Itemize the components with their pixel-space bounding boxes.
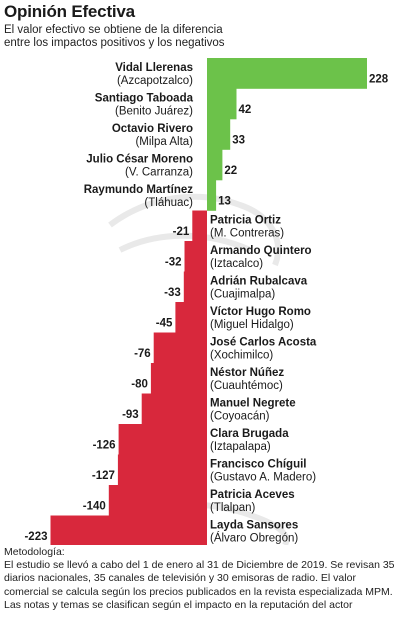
bar-11 [150,363,207,394]
bar-15 [108,485,207,516]
category-sub-label: (Gustavo A. Madero) [210,472,316,484]
category-sub-label: (Coyoacán) [210,411,270,423]
category-sub-label: (Azcapotzalco) [117,75,193,87]
category-name-label: Julio César Moreno [86,154,193,166]
category-name-label: Raymundo Martínez [84,184,194,196]
bar-value-label: -140 [83,501,106,513]
bar-chart: 228 Vidal Llerenas(Azcapotzalco) 42 Santiag… [24,58,389,545]
category-sub-label: (Iztapalapa) [210,441,271,453]
category-name-label: Santiago Taboada [95,93,194,105]
methodology-label: Metodología: [4,546,65,558]
bar-value-label: -93 [122,409,139,421]
methodology-note: Metodología: El estudio se llevó a cabo … [4,546,402,612]
bar-10 [153,332,207,364]
bar-value-label: 228 [369,74,389,86]
category-sub-label: (Cuajimalpa) [210,289,275,301]
category-name-label: Patricia Ortiz [210,215,281,227]
bar-value-label: -223 [24,531,47,543]
bar-value-label: 13 [218,196,231,208]
category-name-label: Adrián Rubalcava [210,276,308,288]
bar-value-label: -21 [173,226,190,238]
category-name-label: Layda Sansores [210,520,298,532]
category-sub-label: (Benito Juárez) [115,106,193,118]
bar-value-label: -80 [131,379,148,391]
bar-4 [207,149,223,181]
category-name-label: Francisco Chíguil [210,459,307,471]
category-sub-label: (V. Carranza) [125,167,193,179]
category-sub-label: (M. Contreras) [210,228,284,240]
bar-value-label: -126 [93,440,116,452]
category-name-label: Octavio Rivero [112,123,193,135]
bar-3 [207,119,231,150]
page-subtitle: El valor efectivo se obtiene de la difer… [4,24,225,49]
category-sub-label: (Miguel Hidalgo) [210,319,294,331]
category-name-label: Clara Brugada [210,428,289,440]
category-name-label: Armando Quintero [210,245,312,257]
bar-value-label: -33 [164,287,181,299]
bar-value-label: -45 [156,318,173,330]
bar-5 [207,180,217,211]
category-name-label: Patricia Aceves [210,489,295,501]
bar-2 [207,88,237,120]
page-title: Opinión Efectiva [4,2,135,21]
bar-8 [183,271,207,303]
category-sub-label: (Xochimilco) [210,350,273,362]
category-name-label: Vidal Llerenas [115,62,193,74]
category-name-label: José Carlos Acosta [210,337,317,349]
bar-value-label: -76 [134,348,151,360]
category-sub-label: (Milpa Alta) [135,136,193,148]
bar-12 [141,393,207,425]
bar-value-label: 33 [232,135,245,147]
bar-9 [175,302,207,333]
bar-1 [207,58,367,89]
bar-14 [117,454,207,486]
category-sub-label: (Tláhuac) [144,197,193,209]
methodology-text: El estudio se llevó a cabo del 1 de ener… [4,559,395,611]
category-sub-label: (Álvaro Obregón) [210,532,298,545]
bar-13 [118,424,207,455]
bar-16 [50,515,207,545]
bar-6 [192,210,207,242]
category-sub-label: (Tlalpan) [210,502,256,514]
category-name-label: Manuel Negrete [210,398,296,410]
bar-value-label: -127 [92,470,115,482]
bar-7 [184,241,207,272]
category-sub-label: (Iztacalco) [210,258,263,270]
category-name-label: Néstor Núñez [210,367,284,379]
category-sub-label: (Cuauhtémoc) [210,380,283,392]
bar-value-label: -32 [165,257,182,269]
bar-value-label: 22 [224,165,237,177]
category-name-label: Víctor Hugo Romo [210,306,311,318]
bar-value-label: 42 [239,104,252,116]
